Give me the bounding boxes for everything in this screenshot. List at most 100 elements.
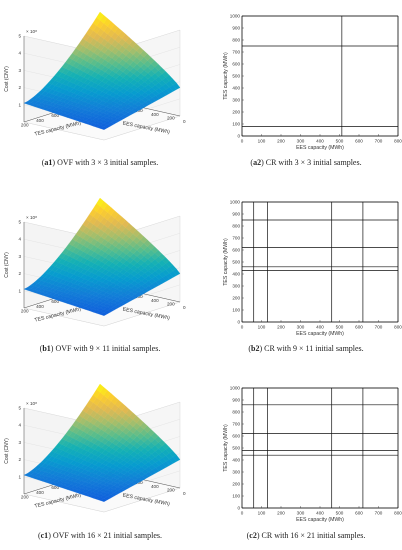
y-tick-label: 800 [232,38,240,43]
y-tick-label: 400 [151,112,159,117]
caption-a2: (a2) CR with 3 × 3 initial samples. [250,158,362,167]
panel-c1: 20040060080010001000800600400200012345× … [0,372,200,522]
y-tick-label: 800 [232,224,240,229]
y-tick-label: 600 [135,108,143,113]
y-tick-label: 400 [232,86,240,91]
z-axis-label: Cost (CNY) [4,66,10,92]
y-tick-label: 1000 [230,386,241,391]
z-tick-label: 4 [18,51,21,56]
x-tick-label: 600 [355,511,363,516]
y-tick-label: 1000 [230,14,241,19]
y-tick-label: 100 [232,122,240,127]
x-tick-label: 0 [241,325,244,330]
z-axis-label: Cost (CNY) [4,438,10,464]
x-tick-label: 600 [355,325,363,330]
x-tick-label: 700 [375,511,383,516]
caption-b2: (b2) CR with 9 × 11 initial samples. [248,344,364,353]
y-tick-label: 600 [135,480,143,485]
y-tick-label: 300 [232,470,240,475]
x-tick-label: 500 [336,511,344,516]
y-tick-label: 200 [232,296,240,301]
x-tick-label: 300 [297,511,305,516]
y-tick-label: 1000 [230,200,241,205]
y-tick-label: 700 [232,236,240,241]
x-tick-label: 100 [258,511,266,516]
y-axis-label: TES capacity (MWh) [223,238,229,286]
y-tick-label: 200 [167,301,175,306]
y-tick-label: 0 [237,320,240,325]
z-tick-label: 2 [18,457,21,462]
x-tick-label: 200 [277,511,285,516]
x-tick-label: 200 [277,325,285,330]
x-tick-label: 0 [241,511,244,516]
z-tick-label: 4 [18,237,21,242]
surface-facet [96,197,104,207]
grid-plot-a2: 0 100 200 300 400 500 600 700 800 0 100 200 300 400 50… [223,14,402,151]
z-tick-label: 3 [18,254,21,259]
y-tick-label: 0 [183,305,186,310]
x-tick-label: 800 [394,325,402,330]
y-tick-label: 400 [151,484,159,489]
y-tick-label: 100 [232,494,240,499]
x-tick-label: 200 [277,139,285,144]
x-tick-label: 800 [394,511,402,516]
surface-plot-c1: 20040060080010001000800600400200012345× … [4,383,186,513]
x-tick-label: 200 [21,123,29,128]
x-tick-label: 700 [375,139,383,144]
z-tick-label: 5 [18,406,21,411]
y-tick-label: 200 [167,487,175,492]
x-tick-label: 800 [394,139,402,144]
y-tick-label: 0 [183,491,186,496]
z-tick-label: 3 [18,440,21,445]
y-tick-label: 200 [232,482,240,487]
y-tick-label: 0 [237,134,240,139]
plot-area [241,15,399,137]
panel-a2: 0 100 200 300 400 500 600 700 800 0 100 200 300 400 50… [210,0,402,151]
region-lines [241,201,399,323]
z-tick-label: 5 [18,220,21,225]
x-tick-label: 700 [375,325,383,330]
x-axis-label: EES capacity (MWh) [296,517,344,522]
z-tick-label: 1 [18,102,21,107]
panel-a1: 20040060080010001000800600400200012345× … [0,0,200,150]
surface-plot-b1: 20040060080010001000800600400200012345× … [4,197,186,327]
x-tick-label: 0 [241,139,244,144]
panel-b2: 0 100 200 300 400 500 600 700 800 0 100 200 300 400 50… [210,186,402,337]
caption-b1: (b1) OVF with 9 × 11 initial samples. [39,344,161,353]
caption-c2: (c2) CR with 16 × 21 initial samples. [246,531,366,540]
surface-mesh [23,11,181,130]
z-tick-label: 2 [18,271,21,276]
z-tick-label: 5 [18,34,21,39]
x-tick-label: 300 [297,325,305,330]
y-tick-label: 600 [135,294,143,299]
z-tick-label: 1 [18,288,21,293]
y-axis-label: TES capacity (MWh) [223,52,229,100]
y-axis-label: TES capacity (MWh) [223,424,229,472]
y-tick-label: 100 [232,308,240,313]
x-tick-label: 400 [36,490,44,495]
y-tick-label: 600 [232,62,240,67]
surface-plot-a1: 20040060080010001000800600400200012345× … [4,11,186,141]
y-tick-label: 400 [232,272,240,277]
x-tick-label: 600 [51,113,59,118]
x-tick-label: 100 [258,139,266,144]
region-lines [241,387,399,509]
y-tick-label: 700 [232,50,240,55]
grid-axes: 0 100 200 300 400 500 600 700 800 0 100 200 300 400 50… [223,386,402,523]
caption-c1: (c1) OVF with 16 × 21 initial samples. [37,531,163,540]
z-tick-label: 3 [18,68,21,73]
y-tick-label: 200 [167,115,175,120]
surface-facet [96,383,104,393]
z-tick-label: 4 [18,423,21,428]
x-tick-label: 400 [316,139,324,144]
y-tick-label: 400 [151,298,159,303]
z-tick-label: 2 [18,85,21,90]
z-tick-label: 1 [18,474,21,479]
grid-plot-c2: 0 100 200 300 400 500 600 700 800 0 100 200 300 400 50… [223,386,402,523]
y-tick-label: 300 [232,284,240,289]
plot-area [241,387,399,509]
x-tick-label: 300 [297,139,305,144]
y-tick-label: 800 [232,410,240,415]
y-tick-label: 600 [232,434,240,439]
y-tick-label: 700 [232,422,240,427]
